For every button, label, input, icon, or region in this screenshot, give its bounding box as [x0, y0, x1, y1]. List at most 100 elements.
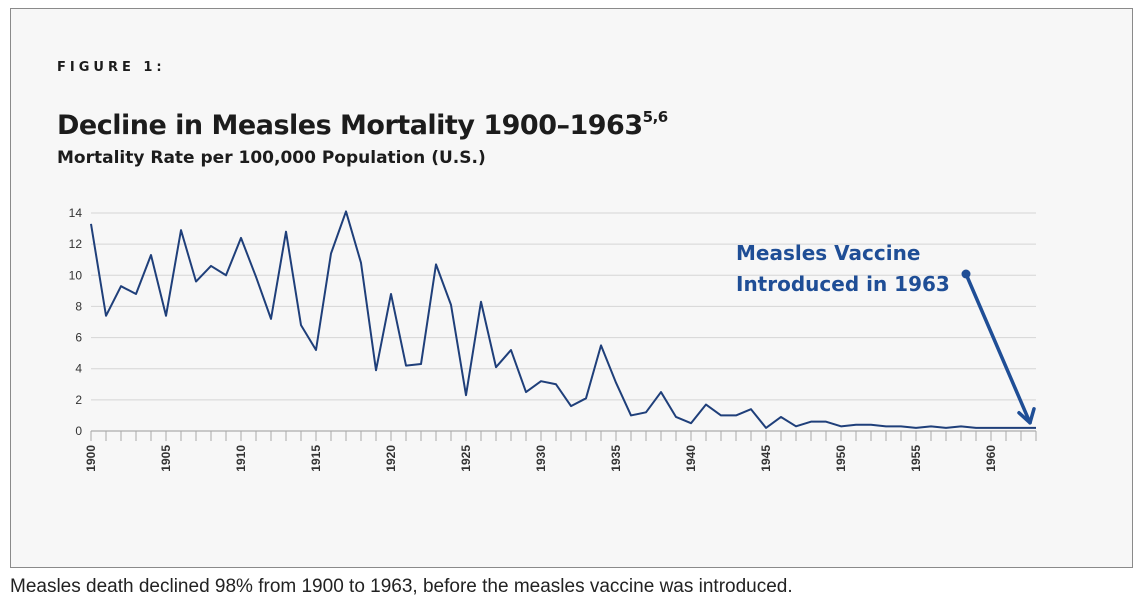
- x-tick-label: 1960: [984, 445, 998, 472]
- annotation-arrow: [964, 272, 1032, 425]
- data-point-1920: [390, 292, 393, 295]
- figure-panel: [10, 8, 1133, 568]
- annotation-arrow-layer: [961, 269, 1036, 425]
- x-tick-label: 1915: [309, 445, 323, 472]
- data-point-1953: [885, 425, 888, 428]
- chart-title: Decline in Measles Mortality 1900–19635,…: [57, 108, 669, 141]
- data-point-1933: [585, 397, 588, 400]
- data-point-1949: [825, 420, 828, 423]
- data-point-1918: [360, 261, 363, 264]
- series-layer: [90, 210, 1036, 429]
- data-point-1961: [1005, 426, 1008, 429]
- data-point-1957: [945, 426, 948, 429]
- data-point-1917: [345, 210, 348, 213]
- data-point-1903: [135, 292, 138, 295]
- data-point-1958: [960, 425, 963, 428]
- annotation-line-1: Measles Vaccine: [736, 241, 921, 265]
- data-point-1926: [480, 300, 483, 303]
- x-tick-label: 1910: [234, 445, 248, 472]
- x-tick-label: 1945: [759, 445, 773, 472]
- data-point-1947: [795, 425, 798, 428]
- data-point-1962: [1020, 426, 1023, 429]
- figure-label: FIGURE 1:: [57, 60, 166, 75]
- data-point-1908: [210, 264, 213, 267]
- data-point-1945: [765, 426, 768, 429]
- data-point-1922: [420, 363, 423, 366]
- figure-caption: Measles death declined 98% from 1900 to …: [10, 576, 793, 597]
- y-tick-label: 14: [69, 206, 83, 220]
- data-point-1910: [240, 236, 243, 239]
- data-point-1923: [435, 263, 438, 266]
- data-point-1939: [675, 415, 678, 418]
- data-point-1952: [870, 423, 873, 426]
- y-tick-label: 4: [75, 362, 82, 376]
- data-point-1914: [300, 324, 303, 327]
- data-point-1950: [840, 425, 843, 428]
- data-point-1940: [690, 422, 693, 425]
- data-point-1921: [405, 364, 408, 367]
- data-point-1959: [975, 426, 978, 429]
- data-point-1943: [735, 414, 738, 417]
- data-point-1919: [375, 369, 378, 372]
- data-point-1928: [510, 349, 513, 352]
- data-point-1931: [555, 383, 558, 386]
- data-point-1946: [780, 415, 783, 418]
- data-point-1906: [180, 229, 183, 232]
- data-point-1941: [705, 403, 708, 406]
- data-point-1951: [855, 423, 858, 426]
- vaccine-annotation: Measles Vaccine Introduced in 1963: [736, 238, 950, 300]
- data-point-1937: [645, 411, 648, 414]
- y-tick-label: 10: [69, 268, 83, 282]
- data-point-1909: [225, 274, 228, 277]
- chart-title-superscript: 5,6: [642, 108, 669, 126]
- data-point-1930: [540, 380, 543, 383]
- data-point-1912: [270, 317, 273, 320]
- data-point-1944: [750, 408, 753, 411]
- x-tick-label: 1955: [909, 445, 923, 472]
- data-point-1913: [285, 230, 288, 233]
- annotation-arrowhead: [1017, 407, 1036, 425]
- y-axis-ticks: 0 2 4 6 8 10 12 14: [69, 206, 83, 438]
- data-point-1960: [990, 426, 993, 429]
- y-tick-label: 8: [75, 299, 82, 313]
- x-tick-label: 1930: [534, 445, 548, 472]
- gridlines: [91, 212, 1036, 432]
- y-tick-label: 2: [75, 393, 82, 407]
- data-point-1934: [600, 344, 603, 347]
- annotation-line-2: Introduced in 1963: [736, 272, 950, 296]
- data-point-1927: [495, 366, 498, 369]
- chart-title-text: Decline in Measles Mortality 1900–1963: [57, 110, 643, 141]
- data-point-1948: [810, 420, 813, 423]
- data-point-1956: [930, 425, 933, 428]
- data-point-1904: [150, 254, 153, 257]
- y-tick-label: 6: [75, 331, 82, 345]
- data-point-1901: [105, 314, 108, 317]
- y-tick-label: 12: [69, 237, 83, 251]
- x-tick-label: 1925: [459, 445, 473, 472]
- data-point-1907: [195, 280, 198, 283]
- data-point-1905: [165, 314, 168, 317]
- data-point-1902: [120, 285, 123, 288]
- data-point-1911: [255, 275, 258, 278]
- x-tick-label: 1940: [684, 445, 698, 472]
- chart-subtitle: Mortality Rate per 100,000 Population (U…: [57, 148, 486, 168]
- x-tick-label: 1935: [609, 445, 623, 472]
- data-point-1942: [720, 414, 723, 417]
- data-point-1924: [450, 303, 453, 306]
- data-point-1915: [315, 349, 318, 352]
- data-point-1925: [465, 394, 468, 397]
- data-point-1938: [660, 391, 663, 394]
- data-point-1900: [90, 222, 93, 225]
- x-axis-ticks: 1900 1905 1910 1915 1920 1925 1930 1935 1940 1945…: [84, 431, 1037, 472]
- data-point-1935: [615, 381, 618, 384]
- data-point-1916: [330, 252, 333, 255]
- data-point-1954: [900, 425, 903, 428]
- x-tick-label: 1950: [834, 445, 848, 472]
- x-tick-label: 1905: [159, 445, 173, 472]
- y-tick-label: 0: [75, 424, 82, 438]
- data-point-1932: [570, 405, 573, 408]
- x-tick-label: 1920: [384, 445, 398, 472]
- data-point-1936: [630, 414, 633, 417]
- series-line-measles-mortality: [90, 210, 1036, 429]
